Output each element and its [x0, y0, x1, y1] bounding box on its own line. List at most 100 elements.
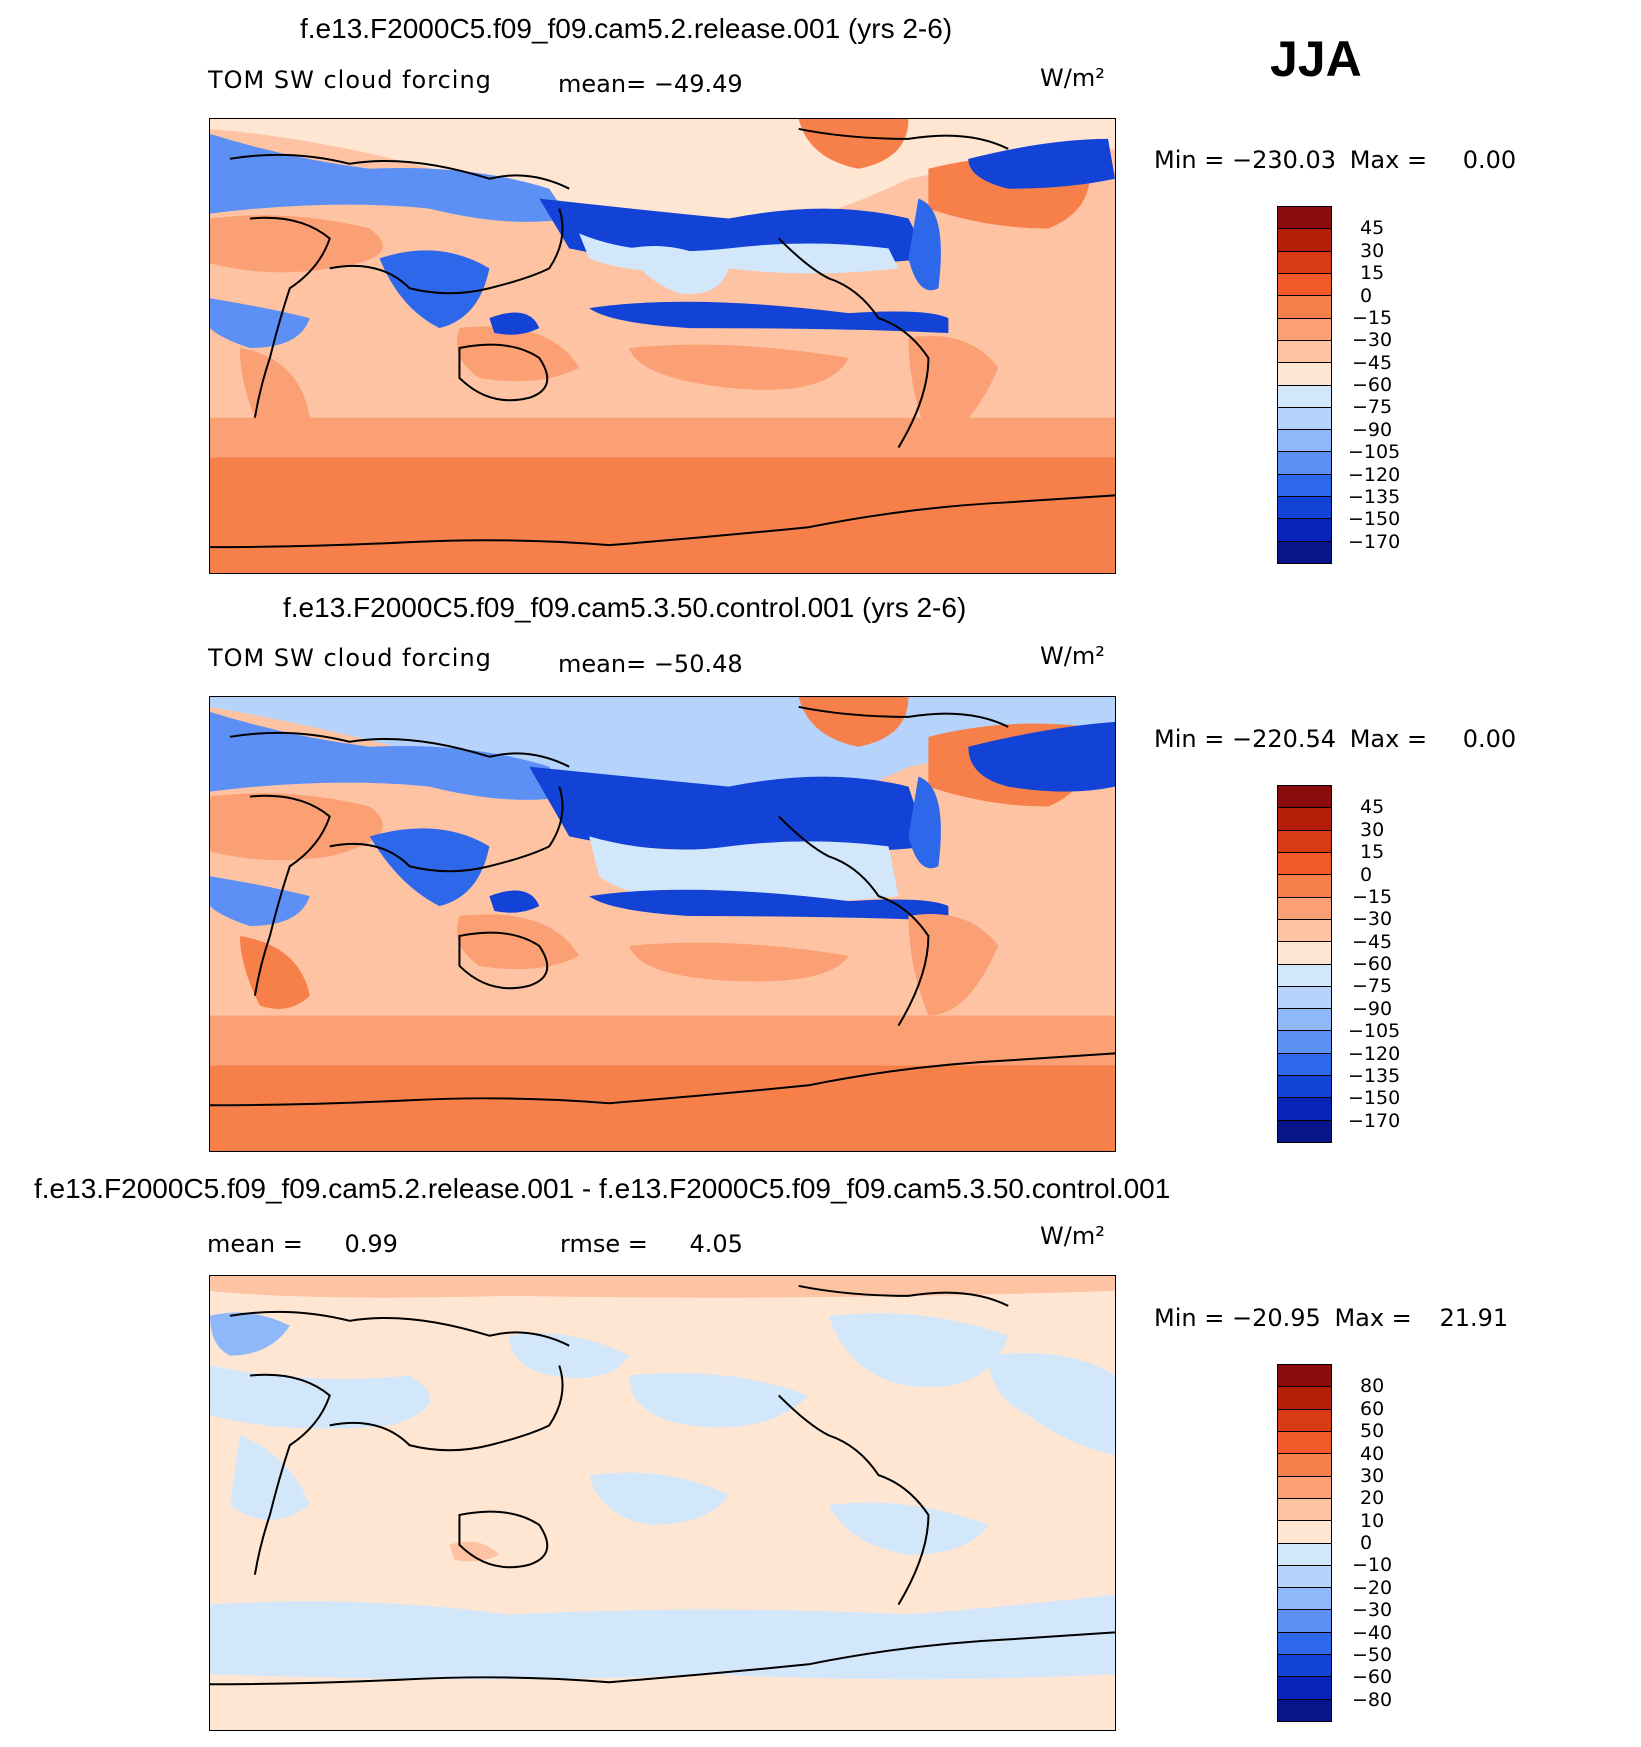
colorbar-tick-label: −20 — [1352, 1576, 1393, 1599]
colorbar-cell — [1278, 1677, 1331, 1700]
panel3-min-label: Min = — [1154, 1304, 1225, 1332]
colorbar-tick-label: −15 — [1352, 885, 1393, 908]
panel1-colorbar — [1277, 206, 1332, 564]
colorbar-cell — [1278, 318, 1331, 341]
panel2-units: W/m² — [1040, 642, 1105, 670]
colorbar-cell — [1278, 1098, 1331, 1121]
colorbar-cell — [1278, 430, 1331, 453]
panel3-mean: mean = 0.99 — [207, 1230, 398, 1258]
colorbar-cell — [1278, 897, 1331, 920]
colorbar-cell — [1278, 1053, 1331, 1077]
colorbar-cell — [1278, 296, 1331, 319]
colorbar-tick-label: 30 — [1360, 1464, 1385, 1487]
panel3-mean-value: 0.99 — [344, 1230, 398, 1258]
panel1-title: f.e13.F2000C5.f09_f09.cam5.2.release.001… — [300, 13, 953, 44]
colorbar-tick-label: 0 — [1360, 284, 1373, 307]
colorbar-tick-label: 60 — [1360, 1397, 1385, 1420]
panel1-minmax: Min = −230.03 Max = 0.00 — [1154, 146, 1516, 174]
panel3-title: f.e13.F2000C5.f09_f09.cam5.2.release.001… — [34, 1173, 1171, 1204]
panel3-rmse: rmse = 4.05 — [560, 1230, 743, 1258]
panel2-mean-value: −50.48 — [653, 650, 743, 678]
panel1-max-value: 0.00 — [1462, 146, 1517, 174]
colorbar-cell — [1278, 541, 1331, 563]
colorbar-tick-label: 30 — [1360, 818, 1385, 841]
panel3-colorbar-labels: 80 60 50 40 30 20 10 0 −10 −20 −30 −40 −50 −60 −80 — [1348, 1364, 1428, 1722]
colorbar-cell — [1278, 1655, 1331, 1678]
colorbar-cell — [1278, 1521, 1331, 1544]
colorbar-cell — [1278, 919, 1331, 943]
colorbar-tick-label: −105 — [1348, 441, 1401, 464]
colorbar-cell — [1278, 207, 1331, 230]
colorbar-tick-label: −75 — [1352, 975, 1393, 998]
colorbar-tick-label: −150 — [1348, 1087, 1401, 1110]
colorbar-cell — [1278, 830, 1331, 853]
colorbar-tick-label: −120 — [1348, 1042, 1401, 1065]
colorbar-cell — [1278, 1565, 1331, 1589]
colorbar-tick-label: −40 — [1352, 1621, 1393, 1644]
colorbar-tick-label: 15 — [1360, 262, 1385, 285]
colorbar-cell — [1278, 452, 1331, 475]
panel2-min-value: −220.54 — [1231, 725, 1337, 753]
panel3-mean-label: mean = — [207, 1230, 303, 1258]
panel2-map — [209, 696, 1116, 1152]
panel2-minmax: Min = −220.54 Max = 0.00 — [1154, 725, 1516, 753]
panel2-colorbar — [1277, 785, 1332, 1143]
panel2-mean-label: mean= — [558, 650, 647, 678]
colorbar-cell — [1278, 986, 1331, 1010]
colorbar-tick-label: −90 — [1352, 997, 1393, 1020]
panel2-max-value: 0.00 — [1462, 725, 1517, 753]
colorbar-tick-label: 20 — [1360, 1487, 1385, 1510]
colorbar-cell — [1278, 1699, 1331, 1721]
colorbar-cell — [1278, 363, 1331, 386]
panel1-min-label: Min = — [1154, 146, 1225, 174]
panel2-colorbar-labels: 45 30 15 0 −15 −30 −45 −60 −75 −90 −105 −120 −135 −15… — [1348, 785, 1428, 1143]
colorbar-cell — [1278, 1431, 1331, 1455]
colorbar-cell — [1278, 1009, 1331, 1032]
panel1-mean-label: mean= — [558, 70, 647, 98]
colorbar-tick-label: −75 — [1352, 396, 1393, 419]
colorbar-cell — [1278, 519, 1331, 542]
panel3-min-value: −20.95 — [1231, 1304, 1321, 1332]
colorbar-tick-label: −15 — [1352, 306, 1393, 329]
colorbar-cell — [1278, 808, 1331, 831]
colorbar-tick-label: −30 — [1352, 1599, 1393, 1622]
panel2-title: f.e13.F2000C5.f09_f09.cam5.3.50.control.… — [283, 592, 967, 623]
colorbar-cell — [1278, 1588, 1331, 1611]
colorbar-tick-label: −135 — [1348, 485, 1401, 508]
panel3-rmse-label: rmse = — [560, 1230, 648, 1258]
colorbar-tick-label: −45 — [1352, 930, 1393, 953]
colorbar-cell — [1278, 385, 1331, 408]
colorbar-tick-label: 40 — [1360, 1442, 1385, 1465]
colorbar-tick-label: 0 — [1360, 863, 1373, 886]
colorbar-tick-label: −60 — [1352, 374, 1393, 396]
colorbar-cell — [1278, 1454, 1331, 1477]
colorbar-tick-label: −60 — [1352, 1666, 1393, 1689]
panel3-rmse-value: 4.05 — [689, 1230, 743, 1258]
colorbar-cell — [1278, 229, 1331, 252]
colorbar-tick-label: −135 — [1348, 1064, 1401, 1087]
colorbar-cell — [1278, 340, 1331, 364]
panel1-colorbar-labels: 45 30 15 0 −15 −30 −45 −60 −75 −90 −105 −120 −135 −15… — [1348, 206, 1428, 564]
panel3-units: W/m² — [1040, 1222, 1105, 1250]
colorbar-cell — [1278, 474, 1331, 498]
panel2-variable: TOM SW cloud forcing — [208, 644, 492, 672]
panel3-map — [209, 1275, 1116, 1731]
colorbar-cell — [1278, 273, 1331, 297]
panel3-colorbar — [1277, 1364, 1332, 1722]
colorbar-tick-label: −150 — [1348, 508, 1401, 531]
colorbar-cell — [1278, 786, 1331, 809]
panel3-max-value: 21.91 — [1439, 1304, 1509, 1332]
colorbar-tick-label: 45 — [1360, 217, 1385, 240]
panel1-mean: mean= −49.49 — [558, 70, 743, 98]
colorbar-cell — [1278, 1409, 1331, 1432]
colorbar-cell — [1278, 875, 1331, 898]
colorbar-cell — [1278, 1387, 1331, 1410]
colorbar-cell — [1278, 1610, 1331, 1633]
colorbar-tick-label: −60 — [1352, 953, 1393, 975]
panel1-mean-value: −49.49 — [653, 70, 743, 98]
colorbar-tick-label: −30 — [1352, 329, 1393, 352]
colorbar-tick-label: −45 — [1352, 351, 1393, 374]
colorbar-tick-label: 50 — [1360, 1420, 1385, 1443]
colorbar-cell — [1278, 251, 1331, 274]
colorbar-tick-label: 45 — [1360, 796, 1385, 819]
